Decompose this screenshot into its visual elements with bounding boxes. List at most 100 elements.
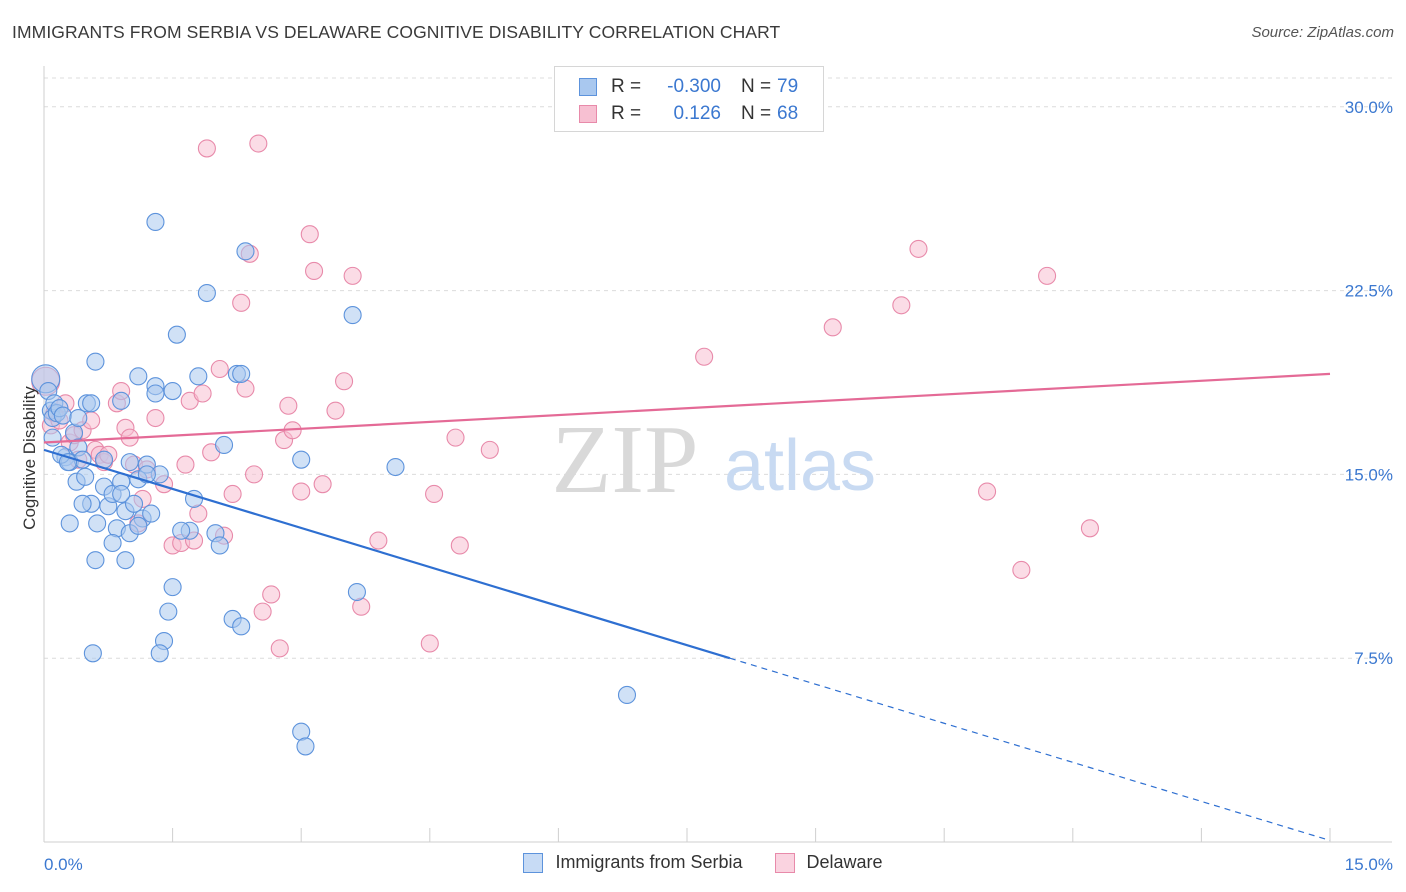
- legend-row-serbia: R = -0.300 N = 79: [579, 75, 798, 99]
- serbia-point: [172, 521, 191, 540]
- serbia-point: [347, 582, 366, 602]
- delaware-point: [279, 396, 298, 415]
- serbia-point: [210, 536, 229, 555]
- serbia-point: [60, 514, 79, 533]
- delaware-point: [823, 318, 842, 337]
- data-points: [31, 134, 1099, 756]
- serbia-point: [150, 644, 169, 663]
- serbia-point: [82, 394, 101, 413]
- delaware-point: [193, 384, 212, 403]
- delaware-point: [695, 347, 714, 366]
- serbia-point: [129, 367, 148, 386]
- serbia-point: [159, 602, 178, 621]
- delaware-point: [253, 602, 272, 621]
- serbia-point: [83, 644, 102, 663]
- serbia-trend-extension: [729, 657, 1331, 842]
- delaware-point: [1038, 266, 1057, 285]
- legend-swatch-blue: [579, 78, 597, 96]
- tick-labels: 7.5% 15.0% 22.5% 30.0% 0.0% 15.0%: [44, 98, 1393, 874]
- serbia-point: [232, 617, 251, 636]
- trend-lines: [43, 372, 1331, 842]
- serbia-point: [292, 450, 311, 469]
- delaware-point: [343, 266, 362, 285]
- serbia-point: [214, 435, 234, 455]
- delaware-point: [292, 482, 311, 501]
- series-legend-delaware[interactable]: Delaware: [774, 852, 883, 873]
- delaware-point: [262, 585, 281, 604]
- x-tick-label: 15.0%: [1345, 855, 1393, 874]
- serbia-point: [163, 578, 182, 597]
- delaware-point: [450, 536, 469, 555]
- serbia-point: [69, 408, 88, 428]
- serbia-point: [197, 283, 216, 303]
- y-tick-label: 22.5%: [1345, 282, 1393, 301]
- delaware-point: [223, 484, 242, 504]
- delaware-point: [1080, 519, 1099, 538]
- serbia-point: [86, 551, 105, 570]
- y-axis-label: Cognitive Disability: [20, 386, 39, 530]
- delaware-point: [1012, 560, 1031, 580]
- legend-row-delaware: R = 0.126 N = 68: [579, 102, 798, 126]
- serbia-point: [86, 352, 105, 371]
- axes: [43, 66, 1392, 843]
- serbia-point: [137, 465, 156, 484]
- serbia-point: [343, 306, 362, 325]
- delaware-point: [313, 475, 332, 494]
- y-tick-label: 15.0%: [1345, 465, 1393, 484]
- serbia-point: [146, 212, 165, 231]
- serbia-point: [236, 242, 255, 261]
- serbia-point: [617, 685, 637, 705]
- delaware-point: [176, 455, 195, 474]
- legend-r-label: R =: [611, 76, 642, 97]
- serbia-point: [116, 551, 135, 570]
- legend-n-label: N =: [741, 76, 772, 97]
- serbia-point: [163, 382, 182, 401]
- delaware-point: [425, 484, 444, 504]
- watermark-atlas: atlas: [724, 426, 876, 506]
- delaware-point: [249, 134, 268, 153]
- watermark: ZIP atlas: [552, 406, 877, 514]
- serbia-point: [129, 516, 148, 535]
- serbia-point: [112, 484, 131, 504]
- delaware-point: [420, 634, 439, 653]
- series-legend: Immigrants from Serbia Delaware: [0, 852, 1406, 873]
- delaware-point: [326, 401, 345, 420]
- series-swatch-blue: [523, 852, 544, 873]
- serbia-point: [88, 514, 107, 533]
- series-legend-serbia[interactable]: Immigrants from Serbia: [523, 852, 743, 873]
- delaware-point: [909, 239, 928, 258]
- legend-r-label: R =: [611, 103, 642, 124]
- legend-n-label: N =: [741, 103, 772, 124]
- serbia-point: [103, 533, 122, 553]
- legend-n-value: 68: [777, 103, 799, 124]
- delaware-point: [892, 296, 911, 315]
- legend-r-value: -0.300: [667, 76, 721, 97]
- delaware-point: [146, 408, 165, 428]
- serbia-point: [296, 737, 315, 756]
- serbia-point: [73, 494, 92, 513]
- delaware-point: [446, 428, 465, 447]
- serbia-point: [189, 367, 208, 386]
- delaware-point: [270, 639, 289, 658]
- serbia-point: [53, 406, 72, 425]
- legend-swatch-pink: [579, 105, 597, 123]
- serbia-point: [167, 325, 186, 344]
- legend-r-value: 0.126: [673, 103, 721, 124]
- series-swatch-pink: [774, 852, 795, 873]
- delaware-point: [232, 293, 251, 312]
- watermark-zip: ZIP: [552, 406, 699, 514]
- correlation-legend: R = -0.300 N = 79 R = 0.126 N = 68: [554, 66, 824, 132]
- series-name-serbia: Immigrants from Serbia: [555, 852, 743, 872]
- delaware-point: [305, 261, 324, 281]
- serbia-point: [124, 494, 144, 513]
- delaware-point: [300, 225, 319, 244]
- source-label: Source: ZipAtlas.com: [1251, 24, 1394, 41]
- serbia-point: [120, 453, 139, 472]
- serbia-point: [232, 364, 251, 383]
- delaware-point: [978, 482, 997, 501]
- serbia-point: [43, 428, 62, 447]
- delaware-point: [369, 531, 388, 550]
- delaware-point: [197, 139, 216, 158]
- delaware-point: [244, 465, 264, 484]
